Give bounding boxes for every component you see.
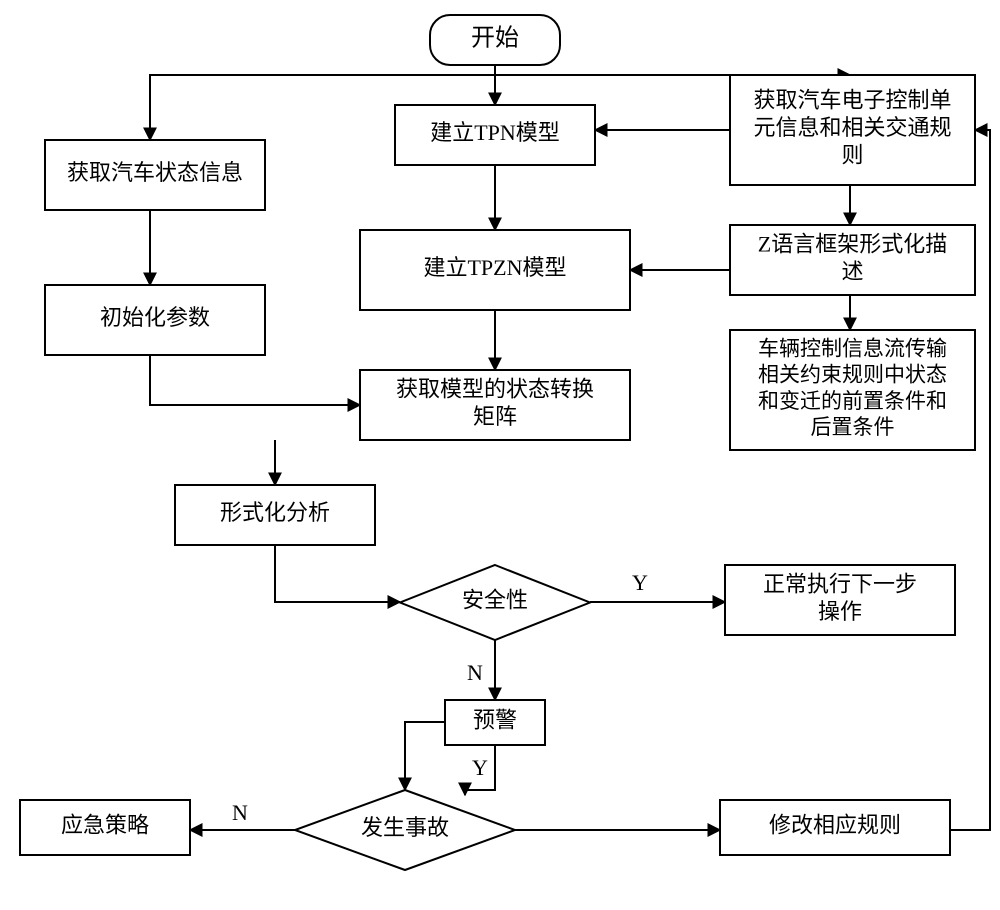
node-constraints-label-3: 后置条件 bbox=[811, 415, 895, 439]
node-zlang-label-1: 述 bbox=[841, 259, 863, 284]
node-formal-label-0: 形式化分析 bbox=[220, 500, 330, 525]
edge-12 bbox=[275, 545, 400, 602]
node-next-label-0: 正常执行下一步 bbox=[763, 571, 917, 596]
node-matrix-label-1: 矩阵 bbox=[473, 404, 517, 429]
node-get_ecu-label-1: 元信息和相关交通规 bbox=[753, 115, 951, 140]
node-accident: 发生事故 bbox=[295, 790, 515, 870]
node-get_state: 获取汽车状态信息 bbox=[45, 140, 265, 210]
node-tpzn: 建立TPZN模型 bbox=[360, 230, 630, 310]
node-get_ecu-label-0: 获取汽车电子控制单 bbox=[753, 88, 951, 113]
edge-16 bbox=[405, 722, 445, 790]
node-tpn: 建立TPN模型 bbox=[395, 105, 595, 165]
node-init: 初始化参数 bbox=[45, 285, 265, 355]
node-safety-label-0: 安全性 bbox=[462, 588, 528, 613]
node-tpzn-label-0: 建立TPZN模型 bbox=[423, 255, 566, 280]
node-get_state-label-0: 获取汽车状态信息 bbox=[67, 160, 243, 185]
flowchart-canvas: 开始获取汽车状态信息 建立TPN模型 获取汽车电子控制单元信息和相关交通规则初始化参… bbox=[0, 0, 1000, 910]
node-emergency-label-0: 应急策略 bbox=[61, 813, 149, 838]
node-modify: 修改相应规则 bbox=[720, 800, 950, 855]
node-warn: 预警 bbox=[445, 700, 545, 745]
node-constraints-label-2: 和变迁的前置条件和 bbox=[758, 389, 947, 413]
edge-label-3: N bbox=[232, 800, 248, 825]
node-start-label-0: 开始 bbox=[471, 25, 519, 52]
node-matrix: 获取模型的状态转换矩阵 bbox=[360, 370, 630, 440]
node-get_ecu-label-2: 则 bbox=[841, 143, 863, 168]
node-init-label-0: 初始化参数 bbox=[100, 305, 210, 330]
node-modify-label-0: 修改相应规则 bbox=[769, 813, 901, 838]
edge-label-0: Y bbox=[632, 570, 648, 595]
node-constraints: 车辆控制信息流传输相关约束规则中状态和变迁的前置条件和后置条件 bbox=[730, 330, 975, 450]
node-tpn-label-0: 建立TPN模型 bbox=[430, 120, 560, 145]
node-formal: 形式化分析 bbox=[175, 485, 375, 545]
node-accident-label-0: 发生事故 bbox=[361, 815, 449, 840]
edge-2 bbox=[495, 65, 850, 75]
node-constraints-label-0: 车辆控制信息流传输 bbox=[758, 336, 947, 360]
node-safety: 安全性 bbox=[400, 565, 590, 640]
node-next-label-1: 操作 bbox=[818, 599, 862, 624]
node-zlang-label-0: Z语言框架形式化描 bbox=[758, 231, 947, 256]
node-next: 正常执行下一步操作 bbox=[725, 565, 955, 635]
node-matrix-label-0: 获取模型的状态转换 bbox=[396, 376, 594, 401]
edge-label-1: N bbox=[467, 660, 483, 685]
edge-label-2: Y bbox=[472, 755, 488, 780]
node-get_ecu: 获取汽车电子控制单元信息和相关交通规则 bbox=[730, 75, 975, 185]
edge-10 bbox=[150, 355, 360, 405]
node-zlang: Z语言框架形式化描述 bbox=[730, 225, 975, 295]
node-warn-label-0: 预警 bbox=[473, 708, 517, 733]
node-constraints-label-1: 相关约束规则中状态 bbox=[758, 363, 947, 387]
node-emergency: 应急策略 bbox=[20, 800, 190, 855]
node-start: 开始 bbox=[430, 15, 560, 65]
